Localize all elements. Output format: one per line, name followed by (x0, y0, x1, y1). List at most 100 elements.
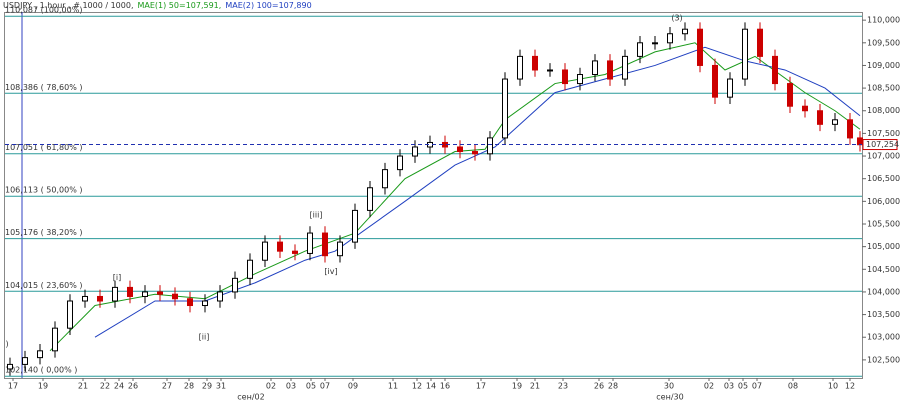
candle-body (622, 55, 628, 80)
candle-body (637, 42, 643, 57)
y-tick-label: 104,000 (867, 287, 900, 296)
x-tick-label: 26 (594, 382, 604, 391)
candle-body (367, 187, 373, 211)
candle-body (757, 28, 763, 57)
header-part: USDJPY , 1 hour , # 1000 / 1000, (3, 1, 134, 10)
candle-body (67, 300, 73, 329)
y-tick-label: 106,500 (867, 174, 900, 183)
candle-body (682, 28, 688, 35)
x-tick-label: 21 (530, 382, 540, 391)
plot-frame (4, 12, 863, 379)
wave-label: [iv] (324, 267, 337, 276)
last-price-box (862, 139, 898, 151)
candle-body (172, 293, 178, 300)
candle-body (382, 169, 388, 189)
x-tick-label: 27 (162, 382, 172, 391)
x-tick-label: 10 (828, 382, 838, 391)
candle-body (832, 119, 838, 125)
candle-body (232, 277, 238, 293)
x-tick-label: 02 (704, 382, 714, 391)
y-tick-label: 109,500 (867, 38, 900, 47)
fib-label: 102,140 ( 0,00% ) (5, 366, 77, 375)
candle-body (262, 241, 268, 261)
x-tick-label: 07 (752, 382, 762, 391)
candle-body (142, 291, 148, 297)
candle-body (247, 259, 253, 279)
candle-body (82, 295, 88, 302)
x-tick-label: 23 (558, 382, 568, 391)
candle-body (322, 232, 328, 257)
header-part: MAE(2) 100=107,890 (225, 1, 311, 10)
x-tick-label: 08 (788, 382, 798, 391)
y-tick-label: 105,500 (867, 219, 900, 228)
x-tick-label: 14 (426, 382, 436, 391)
x-tick-label: 12 (845, 382, 855, 391)
candle-body (817, 110, 823, 125)
candle-body (802, 105, 808, 112)
candle-body (202, 300, 208, 307)
y-tick-label: 107,500 (867, 129, 900, 138)
fib-label: 106,113 ( 50,00% ) (5, 186, 82, 195)
y-tick-label: 105,000 (867, 242, 900, 251)
x-tick-label: 02 (266, 382, 276, 391)
wave-label: (3) (671, 13, 682, 22)
y-tick-label: 106,000 (867, 197, 900, 206)
candle-body (22, 357, 28, 365)
candle-body (742, 28, 748, 80)
candle-body (562, 69, 568, 85)
candle-body (532, 55, 538, 71)
x-tick-label: 17 (8, 382, 18, 391)
x-tick-label: 16 (440, 382, 450, 391)
y-tick-label: 102,500 (867, 355, 900, 364)
candle-body (772, 55, 778, 85)
month-label: сен/30 (656, 393, 683, 402)
y-tick-label: 104,500 (867, 265, 900, 274)
candle-body (352, 209, 358, 243)
candle-body (337, 241, 343, 257)
candle-body (7, 363, 13, 370)
x-tick-label: 11 (388, 382, 398, 391)
x-tick-label: 07 (320, 382, 330, 391)
candle-body (652, 42, 658, 45)
last-price-label: 107,254 (866, 140, 899, 149)
x-tick-label: 22 (100, 382, 110, 391)
candle-body (502, 78, 508, 139)
candle-body (727, 78, 733, 98)
x-tick-label: 05 (306, 382, 316, 391)
wave-label: ) (5, 340, 8, 349)
x-tick-label: 19 (512, 382, 522, 391)
candle-body (412, 146, 418, 157)
y-tick-label: 103,500 (867, 310, 900, 319)
candle-body (97, 295, 103, 302)
x-tick-label: 19 (38, 382, 48, 391)
fib-label: 105,176 ( 38,20% ) (5, 228, 82, 237)
moving-average (49, 42, 861, 352)
candle-body (607, 60, 613, 80)
x-tick-label: 03 (286, 382, 296, 391)
x-tick-label: 24 (114, 382, 124, 391)
fib-label: 110,087 (100,00%) (5, 6, 82, 15)
x-tick-label: 21 (78, 382, 88, 391)
candle-body (217, 291, 223, 302)
candle-body (157, 291, 163, 295)
candle-body (292, 250, 298, 254)
candle-body (517, 55, 523, 80)
month-label: сен/02 (237, 393, 264, 402)
candle-body (457, 146, 463, 153)
y-tick-label: 107,000 (867, 152, 900, 161)
fib-label: 108,386 ( 78,60% ) (5, 83, 82, 92)
wave-label: [iii] (310, 210, 323, 219)
y-tick-label: 108,000 (867, 106, 900, 115)
x-tick-label: 12 (412, 382, 422, 391)
wave-label: [i] (113, 273, 121, 282)
candle-body (857, 137, 863, 146)
candle-body (307, 232, 313, 254)
candle-body (487, 137, 493, 155)
x-tick-label: 29 (202, 382, 212, 391)
chart-header: USDJPY , 1 hour , # 1000 / 1000, MAE(1) 5… (3, 1, 312, 10)
x-tick-label: 30 (664, 382, 674, 391)
y-tick-label: 110,000 (867, 16, 900, 25)
y-tick-label: 109,000 (867, 61, 900, 70)
